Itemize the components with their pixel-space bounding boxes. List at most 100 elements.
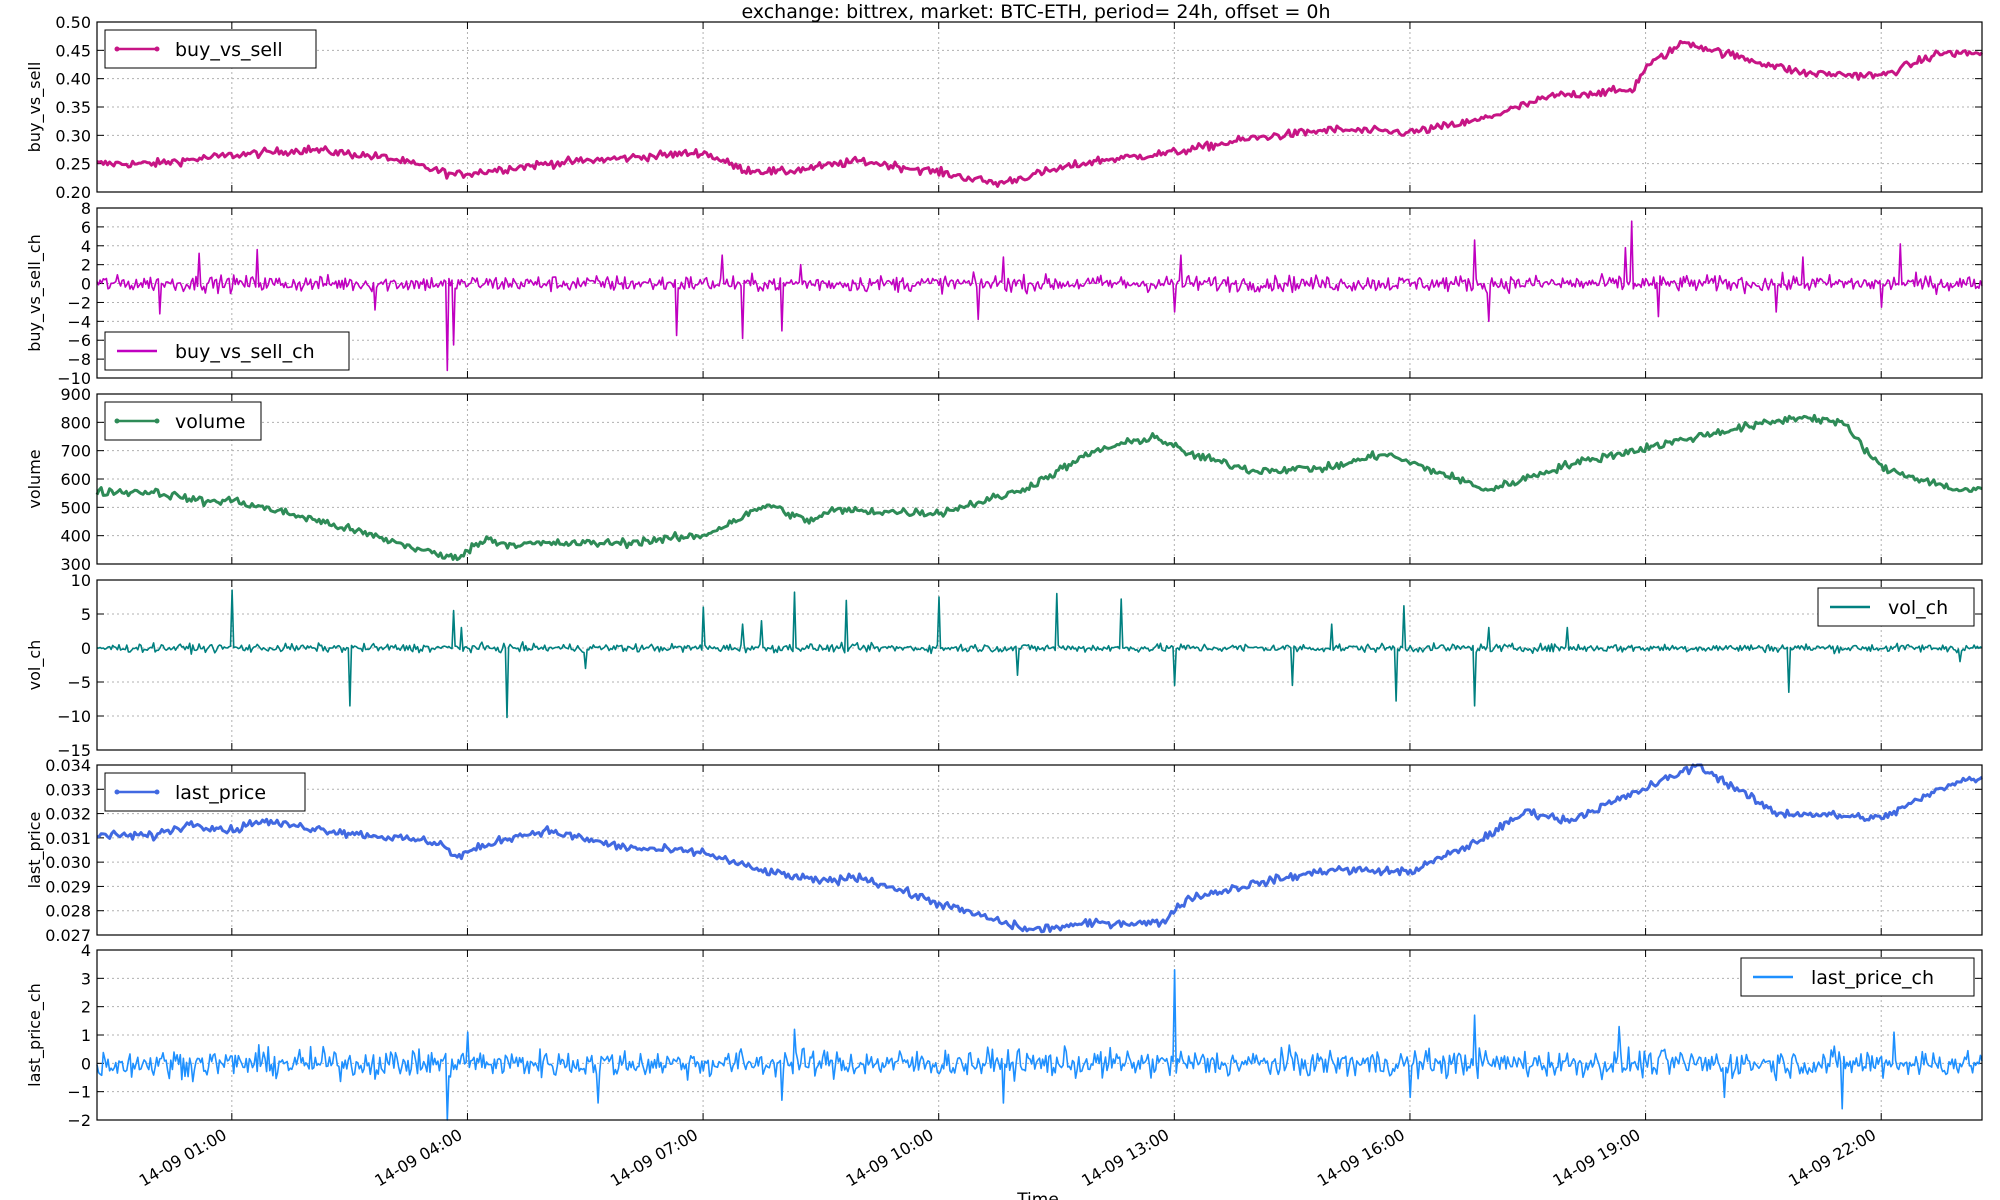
y-tick-label: −8: [67, 350, 91, 369]
y-tick-label: −15: [57, 741, 91, 760]
y-tick-label: 5: [81, 605, 91, 624]
legend-buy_vs_sell: buy_vs_sell: [104, 29, 317, 69]
y-tick-label: 10: [71, 571, 91, 590]
x-tick-label: 14-09 13:00: [1078, 1125, 1172, 1190]
legend-label: vol_ch: [1888, 597, 1948, 619]
y-tick-label: 600: [60, 470, 91, 489]
legend-label: last_price: [175, 782, 266, 804]
y-tick-label: −1: [67, 1083, 91, 1102]
x-tick-label: 14-09 04:00: [371, 1125, 465, 1190]
y-tick-label: −6: [67, 331, 91, 350]
axes-frame: [96, 207, 1983, 379]
legend-volume: volume: [104, 401, 262, 441]
legend-last_price_ch: last_price_ch: [1740, 957, 1975, 997]
legend-label: last_price_ch: [1811, 967, 1934, 989]
x-axis-label: Time: [1016, 1190, 1059, 1200]
legend-label: buy_vs_sell_ch: [175, 341, 315, 363]
y-tick-label: 700: [60, 442, 91, 461]
y-tick-label: 0.40: [55, 70, 91, 89]
y-tick-label: 0: [81, 1054, 91, 1073]
x-tick-label: 14-09 16:00: [1314, 1125, 1408, 1190]
y-axis-label: volume: [25, 449, 44, 508]
y-tick-label: 8: [81, 199, 91, 218]
y-axis-label: last_price_ch: [25, 983, 45, 1087]
legend-marker: [114, 418, 120, 424]
y-tick-label: 0.029: [45, 877, 91, 896]
y-tick-label: 0.034: [45, 756, 91, 775]
x-tick-label: 14-09 10:00: [843, 1125, 937, 1190]
legend-box: [1817, 587, 1975, 627]
y-axis-label: vol_ch: [25, 640, 45, 691]
axes-frame: [96, 764, 1983, 936]
subplot-3: 300 400 500 600 700 800 900 volume volume: [25, 385, 1983, 574]
subplot-4: −15 −10 −5 0 5 10 vol_ch vol_ch: [25, 571, 1983, 760]
y-tick-label: 0: [81, 275, 91, 294]
y-tick-label: −2: [67, 293, 91, 312]
legend-vol_ch: vol_ch: [1817, 587, 1975, 627]
y-tick-label: 4: [81, 941, 91, 960]
subplot-6: −2 −1 0 1 2 3 4 last_price_ch last_price_ch: [25, 941, 1983, 1130]
y-tick-label: 0.032: [45, 805, 91, 824]
y-tick-label: 0.30: [55, 126, 91, 145]
subplot-1: 0.200.250.300.350.400.450.50buy_vs_sellb…: [25, 13, 1984, 202]
series-line-volume: [95, 413, 1983, 562]
legend-buy_vs_sell_ch: buy_vs_sell_ch: [104, 331, 350, 371]
y-tick-label: 0.35: [55, 98, 91, 117]
y-tick-label: 2: [81, 256, 91, 275]
y-axis-label: buy_vs_sell_ch: [25, 234, 45, 352]
series-line-last_price: [96, 763, 1983, 934]
x-tick-label: 14-09 22:00: [1785, 1125, 1879, 1190]
x-tick-label: 14-09 01:00: [136, 1125, 230, 1190]
y-tick-label: 0.031: [45, 829, 91, 848]
y-tick-label: 800: [60, 413, 91, 432]
x-tick-label: 14-09 07:00: [607, 1125, 701, 1190]
figure-title: exchange: bittrex, market: BTC-ETH, peri…: [741, 1, 1330, 23]
y-tick-label: 0.033: [45, 780, 91, 799]
series-line-last_price_ch: [96, 969, 1983, 1121]
legend-marker: [154, 46, 160, 52]
legend-label: buy_vs_sell: [175, 39, 283, 61]
y-tick-label: 0.45: [55, 41, 91, 60]
legend-label: volume: [175, 411, 245, 433]
subplot-5: 0.027 0.028 0.029 0.030 0.031 0.032 0.033 0.034…: [25, 756, 1983, 945]
y-tick-label: 0.028: [45, 902, 91, 921]
x-axis-ticks: 14-09 01:00 14-09 04:00 14-09 07:00 14-09 1…: [136, 1125, 1879, 1190]
axes-frame: [96, 21, 1983, 193]
y-tick-label: 500: [60, 498, 91, 517]
series-line-vol_ch: [96, 589, 1983, 719]
series-line-buy_vs_sell: [96, 39, 1984, 188]
axes-frame: [96, 949, 1983, 1121]
y-tick-label: −5: [67, 673, 91, 692]
series-line-buy_vs_sell_ch: [96, 220, 1983, 372]
axes-frame: [96, 579, 1983, 751]
legend-marker: [154, 789, 160, 795]
y-tick-label: −10: [57, 369, 91, 388]
y-axis-label: last_price: [25, 812, 45, 889]
y-tick-label: −2: [67, 1111, 91, 1130]
legend-marker: [114, 46, 120, 52]
y-tick-label: 0: [81, 639, 91, 658]
subplots: 0.200.250.300.350.400.450.50buy_vs_sellb…: [25, 13, 1984, 1130]
y-tick-label: 0.20: [55, 183, 91, 202]
y-tick-label: 1: [81, 1026, 91, 1045]
y-tick-label: −10: [57, 707, 91, 726]
y-tick-label: 6: [81, 218, 91, 237]
y-tick-label: 900: [60, 385, 91, 404]
y-tick-label: 400: [60, 527, 91, 546]
y-tick-label: 0.030: [45, 853, 91, 872]
axes-frame: [96, 393, 1983, 565]
y-axis-label: buy_vs_sell: [25, 62, 45, 153]
legend-marker: [114, 789, 120, 795]
y-tick-label: 0.027: [45, 926, 91, 945]
y-tick-label: −4: [67, 312, 91, 331]
y-tick-label: 2: [81, 998, 91, 1017]
y-tick-label: 0.25: [55, 155, 91, 174]
y-tick-label: 0.50: [55, 13, 91, 32]
x-tick-label: 14-09 19:00: [1549, 1125, 1643, 1190]
y-tick-label: 4: [81, 237, 91, 256]
y-tick-label: 300: [60, 555, 91, 574]
legend-marker: [154, 418, 160, 424]
legend-last_price: last_price: [104, 772, 306, 812]
